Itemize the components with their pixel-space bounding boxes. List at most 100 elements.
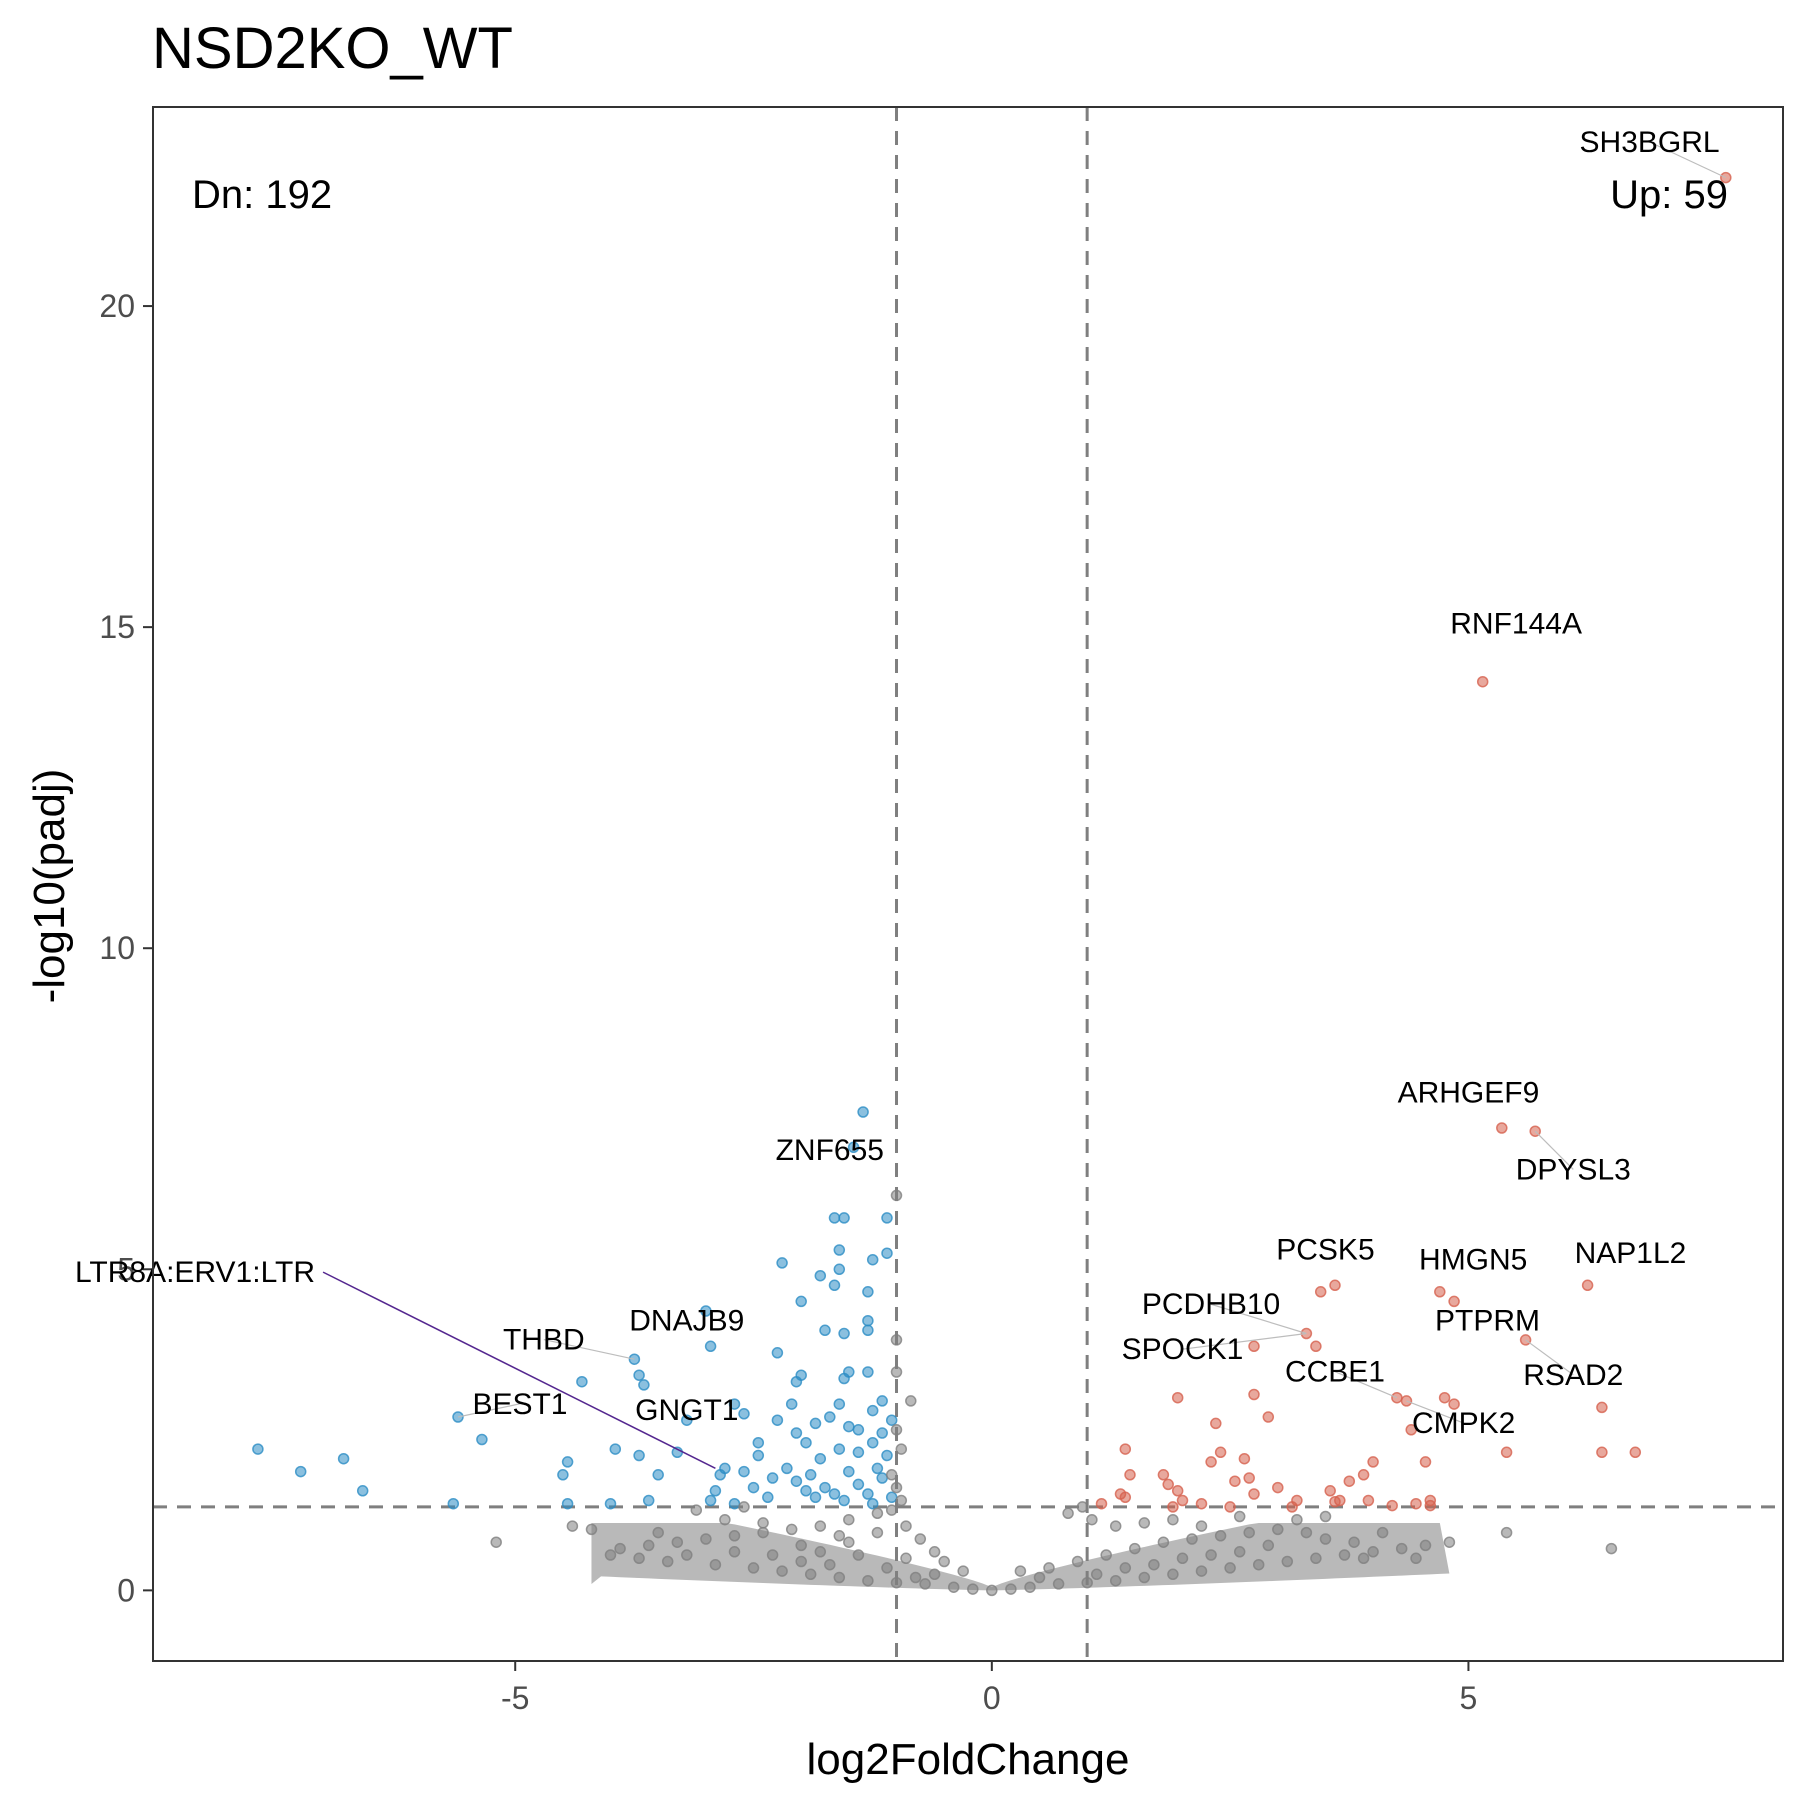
down-point (638, 1379, 650, 1391)
up-point (1119, 1443, 1132, 1455)
label-leader-line (543, 1338, 635, 1360)
label-leader-lines (322, 141, 1727, 1470)
up-point (1243, 1472, 1255, 1484)
down-point (838, 1327, 850, 1340)
down-point (728, 1398, 741, 1410)
up-point (1167, 1501, 1179, 1513)
ns-point (690, 1504, 703, 1516)
ns-point (928, 1546, 941, 1558)
down-point (885, 1491, 898, 1504)
label-leader-line (1525, 1339, 1574, 1376)
down-point (800, 1436, 812, 1449)
up-point (1448, 1295, 1460, 1308)
up-point (1124, 1469, 1136, 1481)
ns-point (1243, 1526, 1255, 1539)
down-point (819, 1481, 831, 1494)
ns-point (843, 1513, 855, 1526)
ns-point (1148, 1558, 1160, 1571)
down-point (604, 1497, 617, 1510)
x-axis-title: log2FoldChange (807, 1735, 1130, 1784)
data-points (252, 171, 1732, 1597)
ns-point (728, 1530, 741, 1542)
ns-point (681, 1549, 693, 1561)
ns-point (890, 1366, 903, 1378)
down-point (833, 1244, 846, 1256)
up-point (1119, 1491, 1132, 1504)
ns-point (885, 1469, 898, 1481)
up-point (1272, 1481, 1284, 1494)
down-point (838, 1494, 850, 1507)
ns-point (919, 1578, 931, 1590)
label-leader-line (1182, 1332, 1307, 1350)
up-point (1357, 1469, 1370, 1481)
down-point (557, 1469, 569, 1481)
down-point (795, 1295, 807, 1308)
gene-label: CCBE1 (1285, 1356, 1385, 1389)
ns-point (1005, 1583, 1017, 1595)
up-point (1171, 1391, 1184, 1404)
up-point (1095, 1497, 1108, 1510)
down-point (633, 1369, 645, 1381)
down-point (881, 1212, 893, 1224)
ns-point (957, 1565, 969, 1577)
up-point (1229, 1475, 1241, 1487)
down-point (642, 1494, 655, 1507)
up-point (1343, 1475, 1356, 1487)
ns-point (1167, 1513, 1179, 1526)
down-point (833, 1263, 846, 1276)
down-point (576, 1375, 588, 1388)
down-point (800, 1485, 812, 1497)
ns-point (1233, 1546, 1246, 1558)
ns-point (1357, 1552, 1370, 1565)
ns-point (709, 1558, 722, 1571)
up-point (1367, 1456, 1379, 1468)
ns-point (1052, 1578, 1065, 1590)
gene-label: SH3BGRL (1580, 126, 1720, 159)
label-leader-line (1649, 141, 1727, 179)
ns-point (1138, 1571, 1151, 1584)
up-point (1405, 1424, 1417, 1436)
ns-point (852, 1549, 865, 1561)
ns-point (1100, 1549, 1112, 1561)
ns-point (1086, 1513, 1098, 1526)
down-point (847, 1141, 860, 1154)
down-point (824, 1411, 836, 1423)
ns-point (776, 1565, 788, 1577)
ns-point (757, 1517, 769, 1529)
ns-point (890, 1424, 903, 1436)
down-point (747, 1481, 760, 1494)
ns-point (719, 1513, 731, 1526)
down-point (652, 1469, 664, 1481)
down-point (828, 1279, 841, 1292)
ns-point (614, 1542, 626, 1555)
down-point (633, 1449, 645, 1462)
ns-point (900, 1552, 912, 1565)
ns-point (824, 1558, 836, 1571)
up-point (1248, 1488, 1260, 1500)
up-point (1157, 1469, 1170, 1481)
down-point (809, 1491, 822, 1504)
up-point (1596, 1446, 1608, 1459)
down-point (785, 1398, 798, 1410)
down-point (862, 1286, 874, 1298)
ns-point (905, 1395, 917, 1407)
down-point (876, 1395, 888, 1407)
down-point (866, 1404, 879, 1417)
ns-point (1410, 1552, 1422, 1565)
gene-label: GNGT1 (635, 1394, 738, 1427)
ns-point (1205, 1549, 1217, 1561)
down-point (857, 1106, 869, 1118)
ns-point (1195, 1565, 1208, 1577)
ns-point (490, 1536, 502, 1548)
down-point (738, 1465, 750, 1478)
ns-point (795, 1555, 807, 1568)
up-point (1291, 1494, 1303, 1507)
down-point (738, 1408, 750, 1420)
ns-point (938, 1555, 950, 1568)
down-point (704, 1340, 717, 1353)
ns-point (757, 1526, 769, 1539)
x-tick-label: -5 (501, 1680, 529, 1716)
ns-point (843, 1536, 855, 1548)
up-point (1329, 1495, 1341, 1508)
